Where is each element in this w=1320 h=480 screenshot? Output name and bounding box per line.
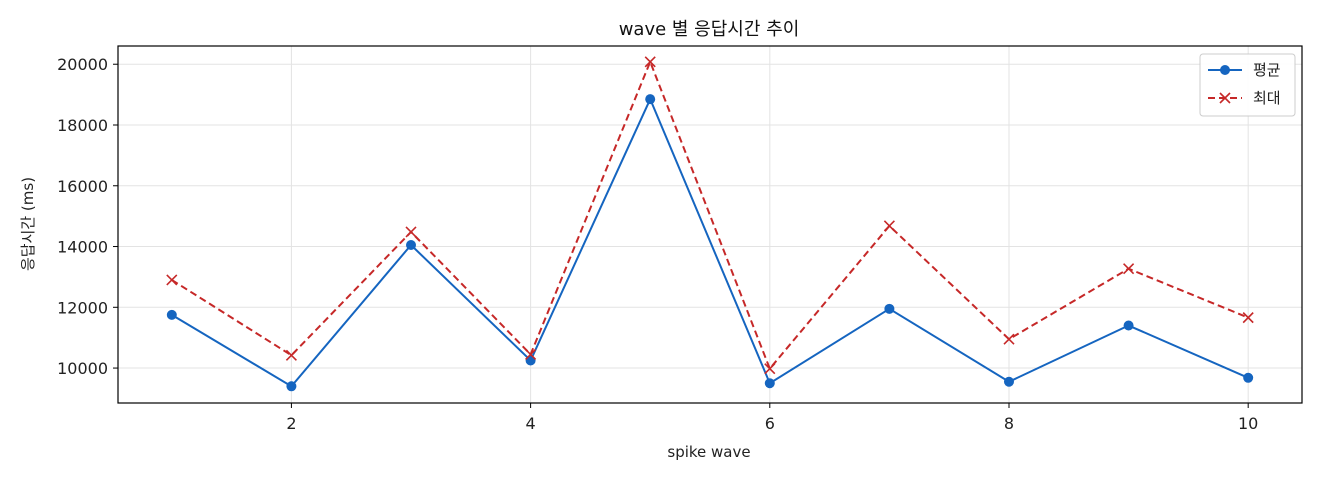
data-point — [1003, 333, 1015, 345]
ticks: 2 4 6 8 10 10000 12000 14000 16000 18000 20000 — [57, 55, 1258, 433]
legend-entry: 최대 — [1208, 89, 1281, 107]
series-layer — [166, 56, 1254, 392]
y-tick-label: 12000 — [57, 298, 108, 317]
series-maximum — [166, 56, 1254, 375]
legend-box — [1199, 53, 1296, 117]
legend-entry: 평균 — [1208, 61, 1281, 79]
y-axis-title: 응답시간 (ms) — [19, 177, 37, 271]
legend-label: 평균 — [1253, 61, 1281, 79]
data-point — [644, 56, 656, 68]
x-tick-label: 6 — [765, 414, 775, 433]
data-point — [285, 349, 297, 361]
data-point — [1243, 372, 1254, 383]
x-tick-label: 4 — [526, 414, 536, 433]
chart-title: wave 별 응답시간 추이 — [619, 19, 800, 40]
y-tick-label: 20000 — [57, 55, 108, 74]
data-point — [1003, 376, 1014, 387]
x-tick-label: 10 — [1238, 414, 1258, 433]
data-point — [406, 240, 417, 251]
data-point — [764, 378, 775, 389]
plot-frame — [117, 45, 1303, 404]
data-point — [1242, 312, 1254, 324]
data-point — [1123, 320, 1134, 331]
data-point — [286, 381, 297, 392]
grid — [118, 46, 1302, 403]
y-tick-label: 10000 — [57, 359, 108, 378]
data-point — [166, 274, 178, 286]
data-point — [883, 220, 895, 232]
data-point — [764, 363, 776, 375]
y-tick-label: 14000 — [57, 238, 108, 257]
legend-marker — [1219, 92, 1231, 104]
data-point — [884, 303, 895, 314]
legend-label: 최대 — [1253, 89, 1281, 107]
y-tick-label: 16000 — [57, 177, 108, 196]
data-point — [525, 348, 537, 360]
legend-marker — [1220, 65, 1230, 75]
data-point — [645, 94, 656, 105]
x-tick-label: 8 — [1004, 414, 1014, 433]
series-line — [171, 98, 1249, 388]
y-tick-label: 18000 — [57, 116, 108, 135]
data-point — [166, 309, 177, 320]
x-tick-label: 2 — [286, 414, 296, 433]
data-point — [405, 226, 417, 238]
x-axis-title: spike wave — [667, 443, 750, 461]
data-point — [1123, 263, 1135, 275]
